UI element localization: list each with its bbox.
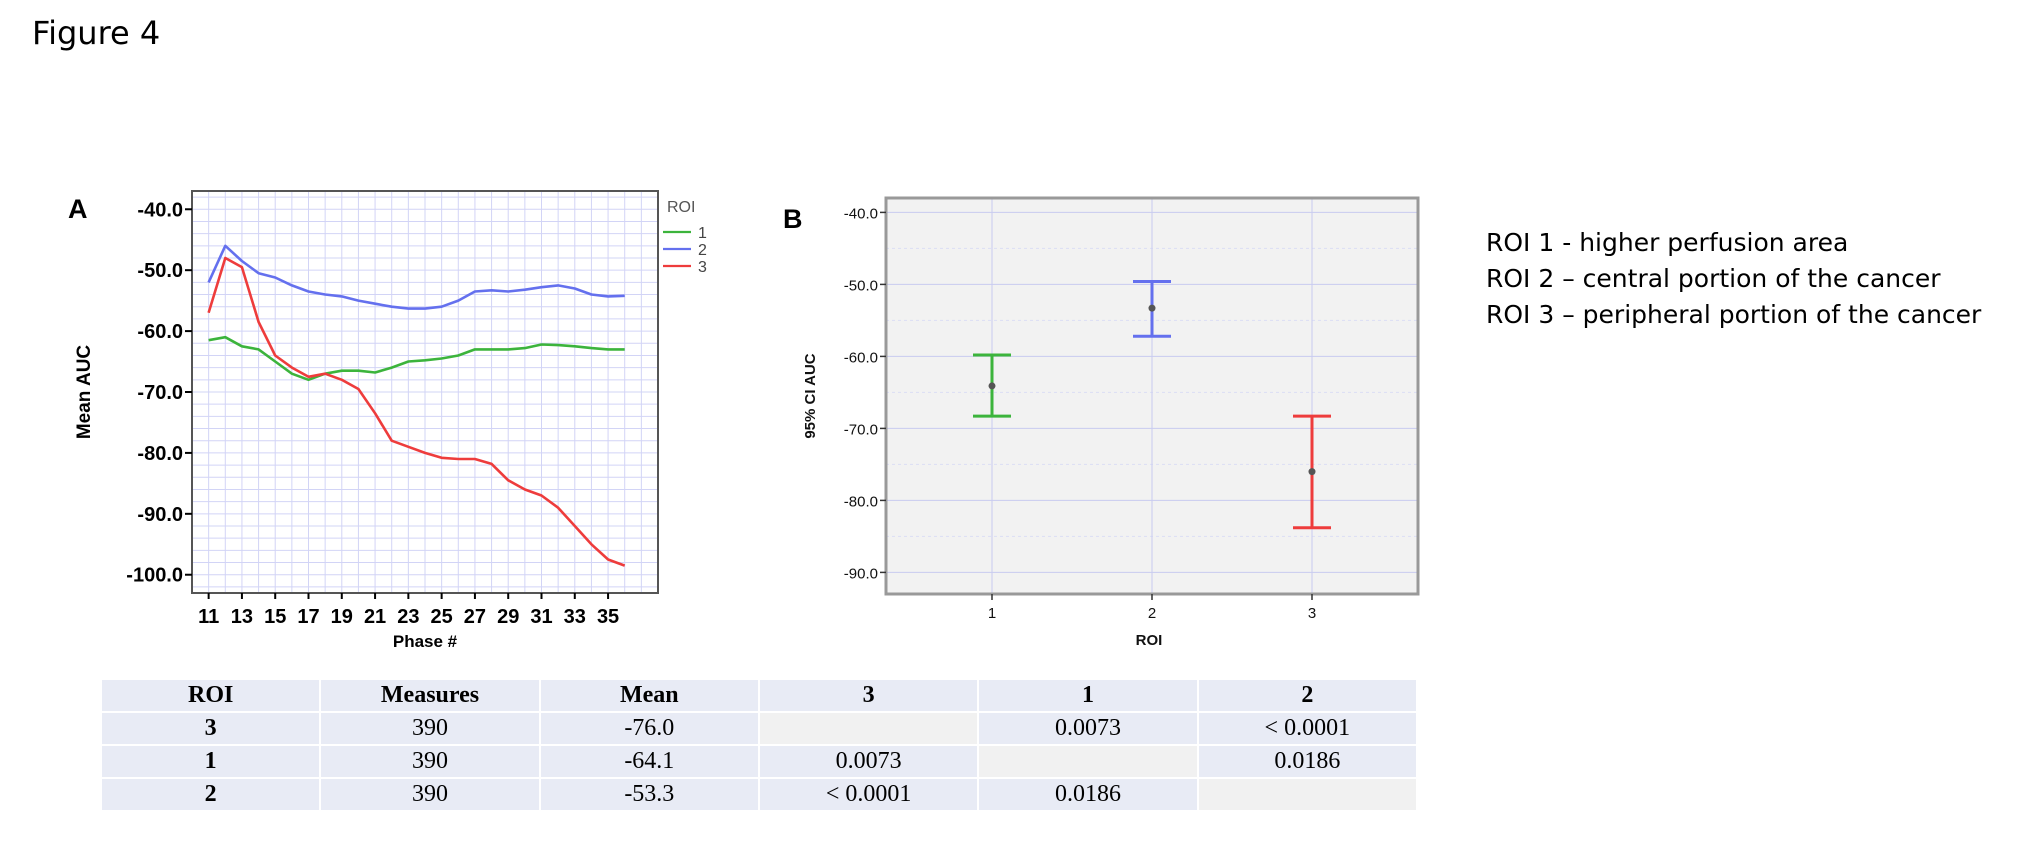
legend-label: 3 xyxy=(698,259,707,276)
mean-point-roi-3 xyxy=(1308,468,1316,476)
mean-point-roi-2 xyxy=(1148,304,1156,312)
cell-roi: 2 xyxy=(99,777,322,812)
header-measures: Measures xyxy=(319,678,541,713)
x-tick-label: 17 xyxy=(297,606,319,628)
y-tick-label: -90.0 xyxy=(137,504,183,526)
cell-mean: -64.1 xyxy=(538,744,760,779)
y-tick-label: -40.0 xyxy=(844,205,878,222)
comparison-table: ROI Measures Mean 3 1 2 3 390 -76.0 0.00… xyxy=(99,678,1419,812)
x-tick-label: 23 xyxy=(397,606,419,628)
x-tick-label: 13 xyxy=(231,606,253,628)
x-tick-label: 1 xyxy=(988,605,996,622)
series-line-roi-1 xyxy=(208,335,625,382)
series-line-roi-2 xyxy=(207,244,625,310)
series-line-roi-3 xyxy=(207,256,626,567)
cell-measures: 390 xyxy=(319,777,541,812)
x-tick-label: 15 xyxy=(264,606,286,628)
x-tick-label: 31 xyxy=(530,606,552,628)
table-row: 3 390 -76.0 0.0073 < 0.0001 xyxy=(99,711,1419,746)
y-tick-label: -60.0 xyxy=(137,321,183,343)
y-tick-label: -60.0 xyxy=(844,349,878,366)
x-tick-label: 21 xyxy=(364,606,386,628)
header-roi-1: 1 xyxy=(977,678,1199,713)
x-tick-label: 25 xyxy=(431,606,453,628)
cell-roi: 1 xyxy=(99,744,322,779)
x-tick-label: 33 xyxy=(564,606,586,628)
y-tick-label: -40.0 xyxy=(137,199,183,221)
x-tick-label: 27 xyxy=(464,606,486,628)
table-row: 2 390 -53.3 < 0.0001 0.0186 xyxy=(99,777,1419,812)
cell-p-value: 0.0073 xyxy=(757,744,980,779)
x-tick-label: 11 xyxy=(198,606,219,628)
cell-p-value: 0.0186 xyxy=(977,777,1199,812)
header-mean: Mean xyxy=(538,678,760,713)
y-tick-label: -70.0 xyxy=(844,421,878,438)
x-axis-label: ROI xyxy=(1136,632,1163,649)
x-tick-label: 2 xyxy=(1148,605,1156,622)
y-tick-label: -70.0 xyxy=(137,382,183,404)
x-tick-label: 19 xyxy=(331,606,353,628)
roi-note-1: ROI 1 - higher perfusion area xyxy=(1486,228,1849,257)
y-axis-label: Mean AUC xyxy=(74,345,95,440)
mean-point-roi-1 xyxy=(988,382,996,390)
header-roi-3: 3 xyxy=(757,678,980,713)
roi-note-3: ROI 3 – peripheral portion of the cancer xyxy=(1486,300,1982,329)
x-tick-label: 29 xyxy=(497,606,519,628)
y-tick-label: -50.0 xyxy=(137,260,183,282)
x-tick-label: 3 xyxy=(1308,605,1316,622)
cell-measures: 390 xyxy=(319,744,541,779)
cell-empty xyxy=(757,711,980,746)
cell-measures: 390 xyxy=(319,711,541,746)
cell-p-value: 0.0186 xyxy=(1196,744,1419,779)
y-tick-label: -80.0 xyxy=(844,493,878,510)
panel-a-label: A xyxy=(68,194,88,224)
y-tick-label: -100.0 xyxy=(126,565,183,587)
panel-b-label: B xyxy=(783,204,803,234)
x-tick-label: 35 xyxy=(597,606,619,628)
cell-mean: -53.3 xyxy=(538,777,760,812)
header-roi: ROI xyxy=(99,678,322,713)
cell-p-value: 0.0073 xyxy=(977,711,1199,746)
legend-label: 1 xyxy=(698,225,707,242)
cell-empty xyxy=(1196,777,1419,812)
y-axis-label: 95% CI AUC xyxy=(802,353,819,438)
y-tick-label: -80.0 xyxy=(137,443,183,465)
cell-p-value: < 0.0001 xyxy=(757,777,980,812)
cell-mean: -76.0 xyxy=(538,711,760,746)
y-tick-label: -90.0 xyxy=(844,565,878,582)
figure-title: Figure 4 xyxy=(32,14,161,52)
legend-title: ROI xyxy=(667,199,695,216)
legend-label: 2 xyxy=(698,242,707,259)
cell-p-value: < 0.0001 xyxy=(1196,711,1419,746)
x-axis-label: Phase # xyxy=(393,632,458,651)
cell-empty xyxy=(977,744,1199,779)
header-roi-2: 2 xyxy=(1196,678,1419,713)
table-header-row: ROI Measures Mean 3 1 2 xyxy=(99,678,1419,713)
y-tick-label: -50.0 xyxy=(844,277,878,294)
roi-note-2: ROI 2 – central portion of the cancer xyxy=(1486,264,1941,293)
table-row: 1 390 -64.1 0.0073 0.0186 xyxy=(99,744,1419,779)
cell-roi: 3 xyxy=(99,711,322,746)
